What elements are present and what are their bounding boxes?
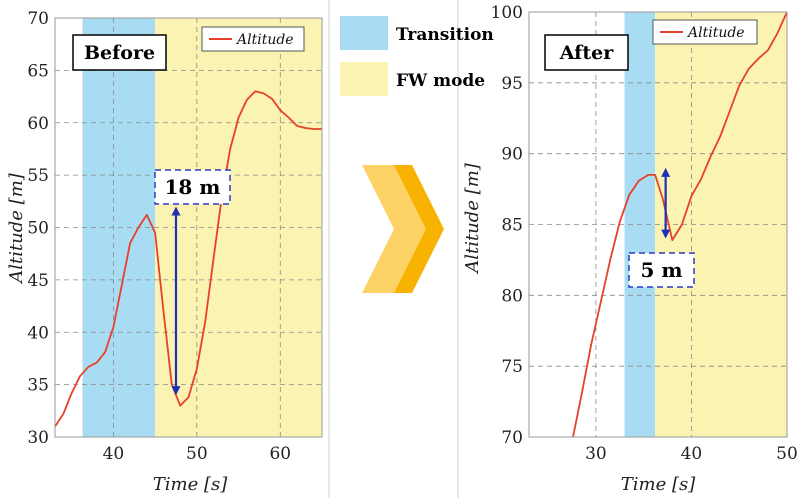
- before-altitude-line: [55, 90, 322, 427]
- after-x-axis-label: Time [s]: [621, 474, 696, 495]
- after-title-box: [544, 34, 629, 71]
- before-y-tick-label: 55: [27, 166, 49, 186]
- transition-swatch: [340, 16, 388, 50]
- after-annotation-box: [628, 252, 695, 288]
- after-altitude-line: [572, 12, 787, 437]
- after-x-tick-label: 40: [681, 444, 703, 464]
- before-annotation-box: [154, 169, 231, 205]
- after-y-tick-label: 90: [501, 145, 523, 165]
- before-annotation-arrow-head-bottom: [171, 386, 181, 396]
- before-y-tick-label: 40: [27, 323, 49, 343]
- fw-mode-key-label: FW mode: [396, 71, 485, 91]
- after-title: After: [559, 42, 614, 64]
- after-x-tick-label: 30: [585, 444, 607, 464]
- after-y-tick-label: 70: [501, 428, 523, 448]
- before-y-tick-label: 35: [27, 376, 49, 396]
- before-x-axis-label: Time [s]: [153, 474, 228, 495]
- after-annotation-text: 5 m: [640, 258, 682, 282]
- before-y-tick-label: 50: [27, 219, 49, 239]
- before-x-tick-label: 40: [103, 444, 125, 464]
- after-y-tick-label: 95: [501, 74, 523, 94]
- after-annotation-arrow-head-top: [661, 167, 671, 177]
- before-legend-label: Altitude: [235, 32, 294, 48]
- after-y-tick-label: 75: [501, 357, 523, 377]
- before-x-tick-label: 60: [269, 444, 291, 464]
- before-title: Before: [84, 42, 155, 64]
- before-y-tick-label: 65: [27, 61, 49, 81]
- before-chart: 40 50 60 30 35 40 45 50 55 60 65 70 Time [s] Altitu…: [6, 9, 323, 495]
- before-title-box: [72, 34, 167, 71]
- after-y-axis-label: Altitude [m]: [462, 162, 483, 275]
- after-annotation-arrow-head-bottom: [661, 229, 671, 239]
- before-y-tick-label: 45: [27, 271, 49, 291]
- fw-mode-swatch: [340, 62, 388, 96]
- before-y-tick-label: 60: [27, 114, 49, 134]
- before-plot-frame: [54, 17, 323, 438]
- after-x-tick-label: 50: [776, 444, 798, 464]
- after-plot-frame: [528, 11, 788, 438]
- double-chevron-right-icon: [362, 165, 444, 293]
- after-chart: 30 40 50 70 75 80 85 90 95 100 Time [s] Altitude …: [462, 3, 798, 495]
- after-y-tick-label: 80: [501, 286, 523, 306]
- before-y-tick-label: 70: [27, 9, 49, 29]
- before-legend: [201, 26, 305, 52]
- after-y-tick-label: 85: [501, 216, 523, 236]
- after-y-tick-label: 100: [491, 3, 523, 23]
- before-y-tick-label: 30: [27, 428, 49, 448]
- before-x-tick-label: 50: [186, 444, 208, 464]
- before-annotation-text: 18 m: [165, 175, 221, 199]
- region-key: Transition FW mode: [340, 16, 494, 96]
- before-y-axis-label: Altitude [m]: [6, 172, 27, 285]
- transition-key-label: Transition: [396, 25, 494, 45]
- before-annotation-arrow-head-top: [171, 206, 181, 216]
- after-legend-label: Altitude: [686, 25, 745, 41]
